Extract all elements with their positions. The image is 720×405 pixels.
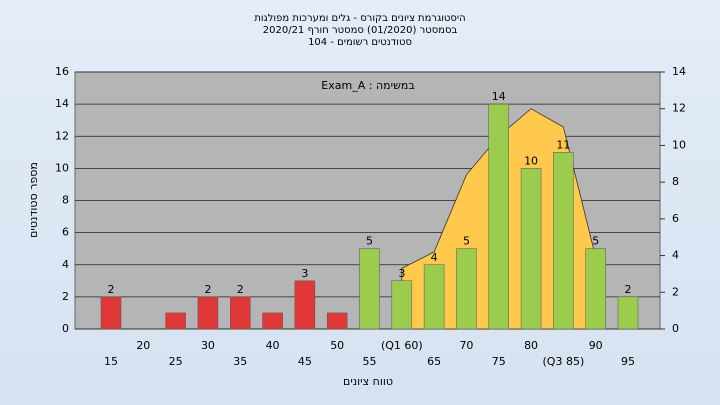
data-label: 3 — [301, 267, 308, 280]
bar — [423, 264, 445, 330]
x-tick-label: (Q3 85) — [543, 355, 585, 368]
bar — [359, 248, 380, 330]
y-tick-label: 6 — [62, 226, 69, 239]
bar — [326, 312, 348, 330]
bar — [456, 248, 477, 330]
y-axis-label: מספר סטודנטים — [27, 162, 40, 238]
chart-title: היסטוגרמת ציונים בקורס - גלים ומערכות מפ… — [254, 13, 465, 24]
x-tick-label: 20 — [136, 339, 150, 352]
x-tick-label: 90 — [589, 339, 603, 352]
bar — [391, 280, 413, 330]
bar — [488, 103, 509, 330]
x-axis-label: טווח ציונים — [343, 375, 393, 388]
x-tick-label: 95 — [621, 355, 635, 368]
bar — [197, 296, 219, 330]
bar — [520, 168, 542, 330]
y-tick-label: 0 — [62, 322, 69, 335]
y2-tick-label: 4 — [672, 249, 679, 262]
data-label: 3 — [398, 267, 405, 280]
y-tick-label: 10 — [55, 161, 69, 174]
data-label: 4 — [431, 251, 438, 264]
y2-tick-label: 2 — [672, 285, 679, 298]
y-tick-label: 4 — [62, 258, 69, 271]
bar — [617, 296, 639, 330]
x-tick-label: 50 — [330, 339, 344, 352]
data-label: 5 — [592, 235, 599, 248]
annotation: במשימה : Exam_A — [321, 79, 414, 92]
y-tick-label: 2 — [62, 290, 69, 303]
y-tick-label: 8 — [62, 194, 69, 207]
x-tick-label: 65 — [427, 355, 441, 368]
x-tick-label: 15 — [104, 355, 118, 368]
y-tick-label: 12 — [55, 129, 69, 142]
chart-subtitle: בסמסטר (01/2020) סמסטר חורף 2020/21 — [263, 25, 458, 36]
data-label: 5 — [366, 235, 373, 248]
x-tick-label: 45 — [298, 355, 312, 368]
data-label: 2 — [204, 283, 211, 296]
data-label: 14 — [492, 90, 506, 103]
bar — [553, 152, 574, 330]
data-label: 5 — [463, 235, 470, 248]
x-tick-label: 40 — [266, 339, 280, 352]
y2-tick-label: 14 — [672, 65, 686, 78]
y2-tick-label: 0 — [672, 322, 679, 335]
y-tick-label: 14 — [55, 97, 69, 110]
bar — [294, 280, 316, 330]
x-tick-label: 75 — [492, 355, 506, 368]
x-tick-label: 25 — [169, 355, 183, 368]
y2-tick-label: 8 — [672, 175, 679, 188]
data-label: 2 — [625, 283, 632, 296]
bar — [230, 296, 251, 330]
bar — [100, 296, 122, 330]
x-tick-label: 30 — [201, 339, 215, 352]
bar — [585, 248, 606, 330]
x-tick-label: (Q1 60) — [381, 339, 423, 352]
data-label: 2 — [108, 283, 115, 296]
y-tick-label: 16 — [55, 65, 69, 78]
chart-subtitle: סטודנטים רשומים - 104 — [308, 37, 412, 48]
x-tick-label: 80 — [524, 339, 538, 352]
bar — [262, 312, 283, 330]
y2-tick-label: 6 — [672, 212, 679, 225]
x-tick-label: 35 — [233, 355, 247, 368]
x-tick-label: 55 — [363, 355, 377, 368]
y2-tick-label: 12 — [672, 102, 686, 115]
data-label: 10 — [524, 154, 538, 167]
bar — [165, 312, 186, 330]
data-label: 2 — [237, 283, 244, 296]
data-label: 11 — [556, 138, 570, 151]
y2-tick-label: 10 — [672, 138, 686, 151]
x-tick-label: 70 — [459, 339, 473, 352]
